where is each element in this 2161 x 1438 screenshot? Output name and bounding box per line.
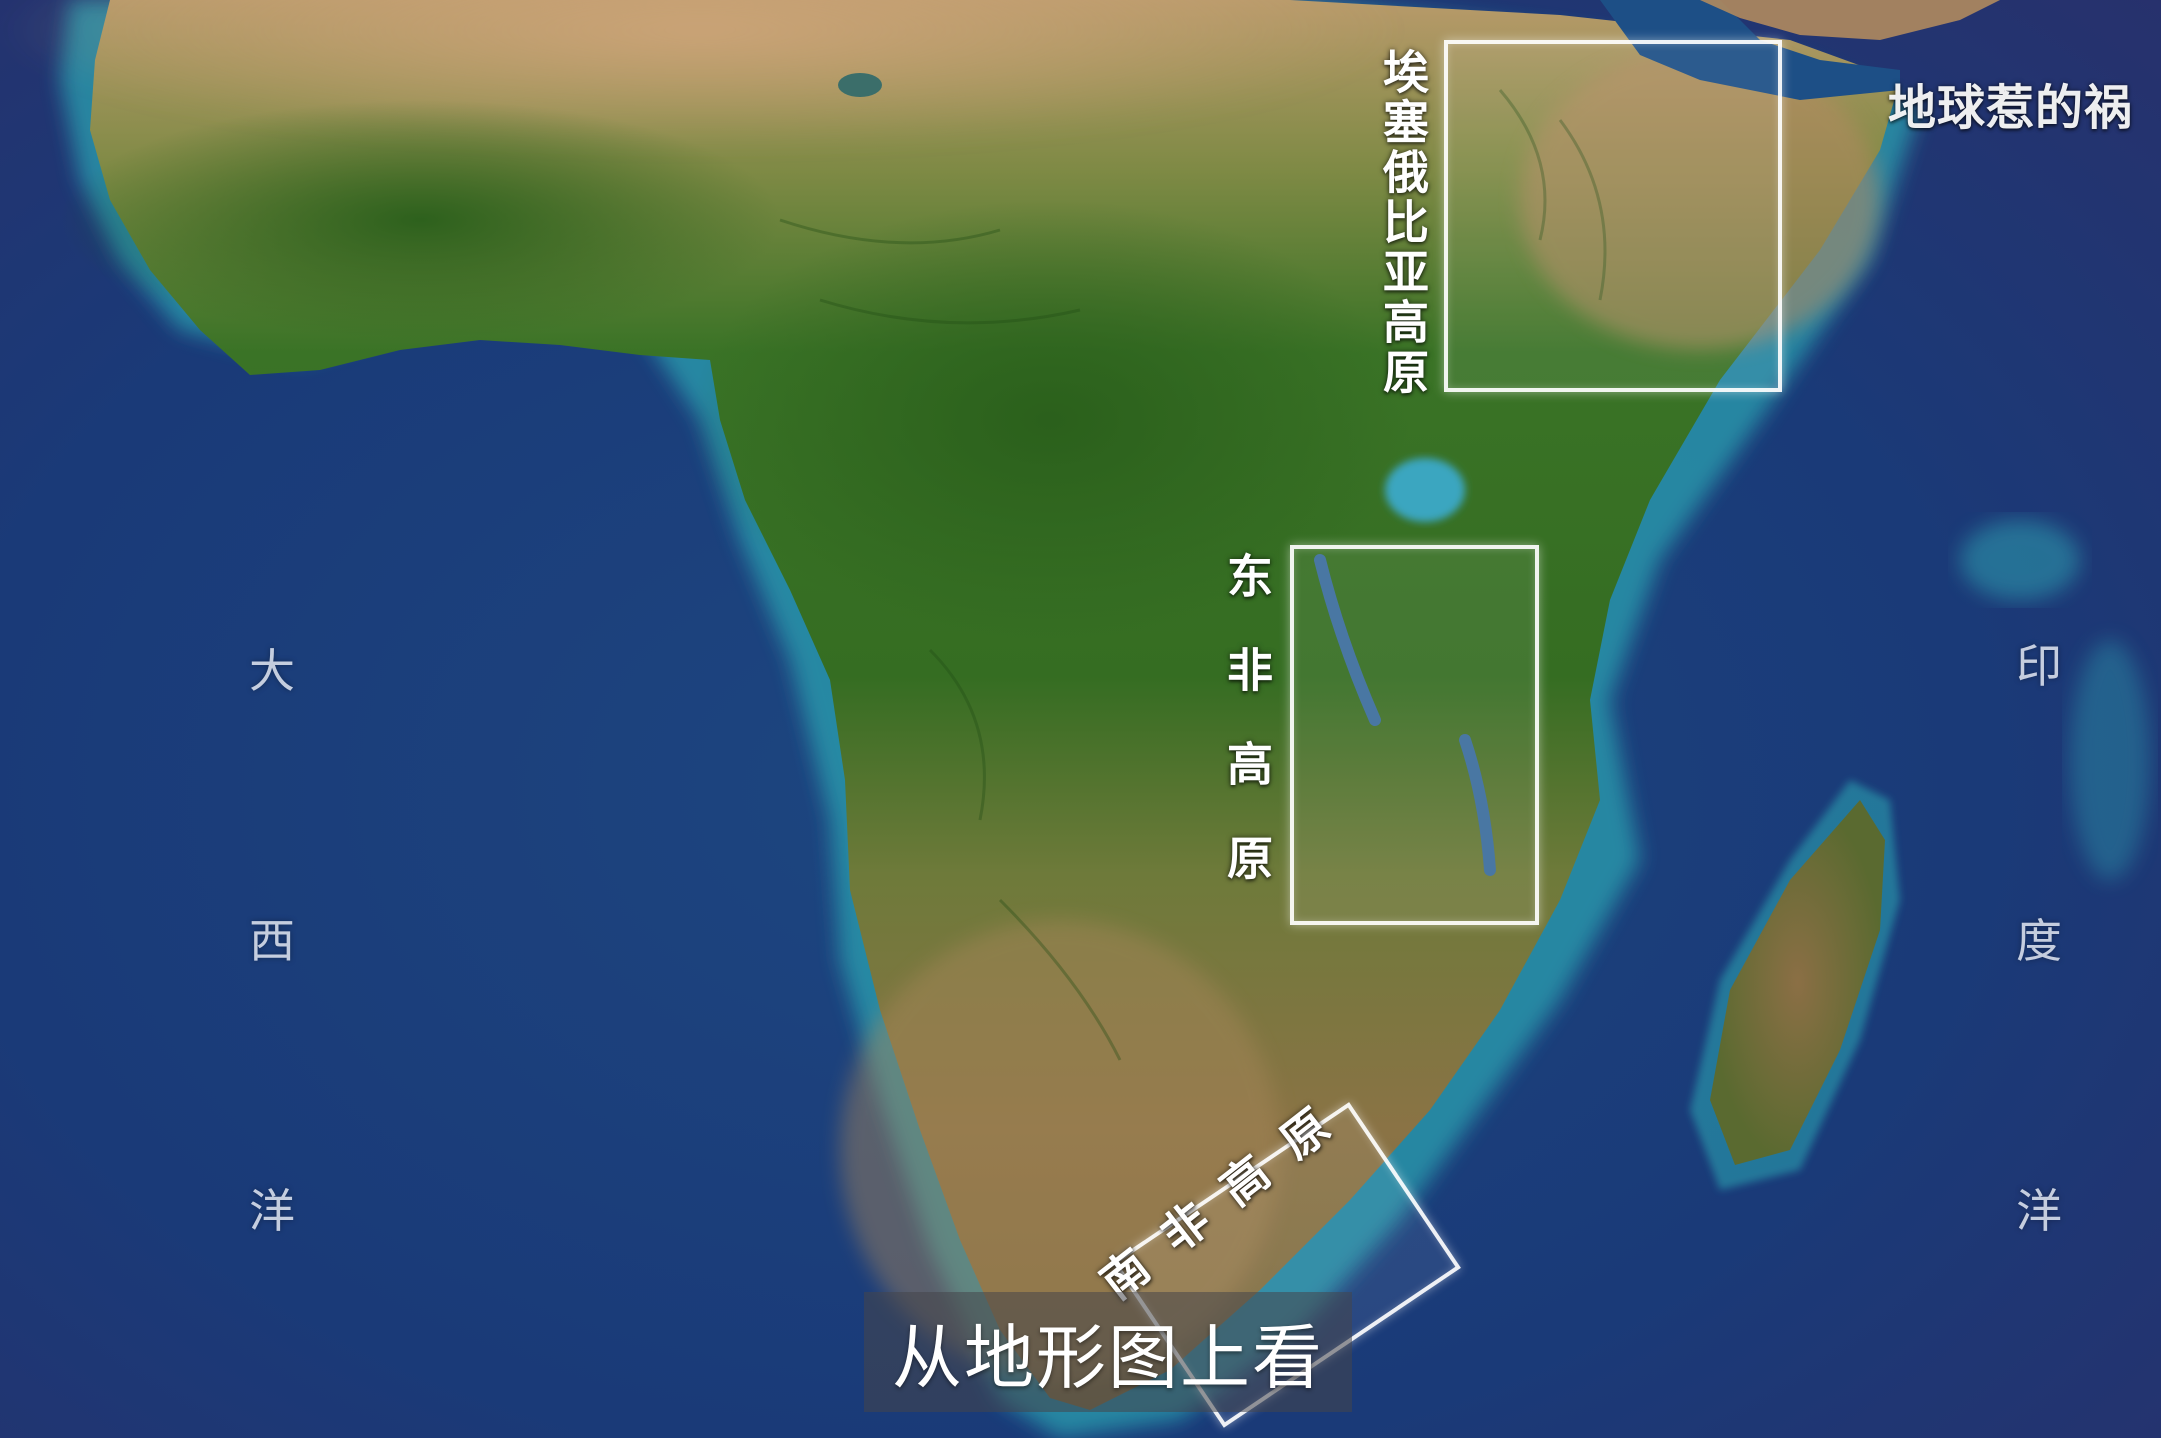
horn-arid-tone [1520, 50, 1880, 350]
arabian-peninsula [1700, 0, 2000, 40]
indian-ocean-label-2: 度 [2016, 914, 2062, 968]
gulf-of-aden [1600, 0, 1900, 100]
subtitle-text: 从地形图上看 [892, 1316, 1324, 1399]
indian-ocean-label-3: 洋 [2016, 1184, 2062, 1238]
lake-tanganyika [1314, 554, 1381, 726]
atlantic-ocean-label-1: 大 [249, 644, 295, 698]
terrain-texture [779, 89, 1607, 1061]
east-african-plateau-label: 东非高原 [1220, 552, 1274, 928]
channel-watermark: 地球惹的祸 [1887, 80, 2133, 136]
ethiopian-highlands-label: 埃塞俄比亚高原 [1376, 48, 1430, 398]
atlantic-ocean-label-2: 西 [249, 914, 295, 968]
lake-malawi [1459, 734, 1496, 876]
lake-chad [838, 73, 882, 97]
east-african-plateau-box [1290, 545, 1539, 925]
indian-ocean-bank [1960, 520, 2080, 600]
madagascar [1710, 800, 1885, 1165]
atlantic-ocean-label-3: 洋 [249, 1184, 295, 1238]
lake-victoria [1385, 458, 1465, 522]
kalahari-tone [840, 920, 1280, 1380]
subtitle-bar: 从地形图上看 [864, 1292, 1352, 1412]
ethiopian-highlands-box [1444, 40, 1782, 392]
congo-rainforest [690, 200, 1410, 640]
indian-ocean-bank-2 [2070, 640, 2150, 880]
indian-ocean-label-1: 印 [2016, 639, 2062, 693]
west-africa-forest [60, 100, 780, 340]
